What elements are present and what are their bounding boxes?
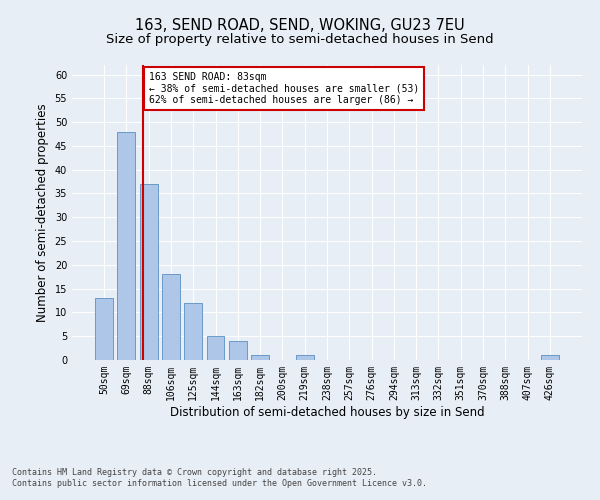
Text: 163 SEND ROAD: 83sqm
← 38% of semi-detached houses are smaller (53)
62% of semi-: 163 SEND ROAD: 83sqm ← 38% of semi-detac… bbox=[149, 72, 419, 106]
Bar bbox=[251, 355, 269, 360]
Bar bbox=[118, 132, 136, 360]
Bar bbox=[184, 303, 202, 360]
Bar bbox=[296, 355, 314, 360]
Bar bbox=[206, 336, 224, 360]
Y-axis label: Number of semi-detached properties: Number of semi-detached properties bbox=[36, 103, 49, 322]
Text: Size of property relative to semi-detached houses in Send: Size of property relative to semi-detach… bbox=[106, 32, 494, 46]
Bar bbox=[229, 341, 247, 360]
Text: 163, SEND ROAD, SEND, WOKING, GU23 7EU: 163, SEND ROAD, SEND, WOKING, GU23 7EU bbox=[135, 18, 465, 32]
Bar bbox=[140, 184, 158, 360]
X-axis label: Distribution of semi-detached houses by size in Send: Distribution of semi-detached houses by … bbox=[170, 406, 484, 418]
Bar bbox=[95, 298, 113, 360]
Text: Contains HM Land Registry data © Crown copyright and database right 2025.
Contai: Contains HM Land Registry data © Crown c… bbox=[12, 468, 427, 487]
Bar bbox=[541, 355, 559, 360]
Bar bbox=[162, 274, 180, 360]
